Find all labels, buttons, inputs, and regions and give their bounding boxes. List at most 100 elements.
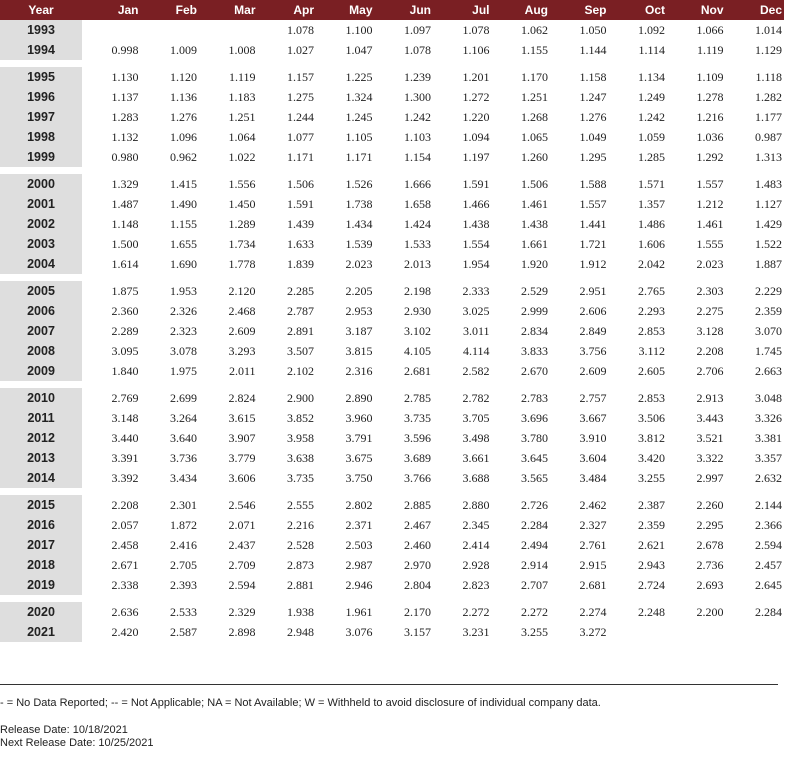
value-cell: 1.539 [345,236,373,251]
value-cell: 1.251 [521,89,548,104]
value-cell: 1.183 [228,89,256,104]
value-cell: 2.329 [228,604,256,619]
value-cell: 3.735 [287,470,314,485]
value-cell: 3.688 [462,470,490,485]
value-cell: 2.229 [755,283,782,298]
spacer-cell [725,381,784,388]
spacer-cell [608,488,667,495]
value-cell: 0.998 [111,42,139,57]
year-cell: 1999 [0,147,82,167]
year-cell: 2011 [0,408,82,428]
value-cell: 2.416 [170,537,197,552]
value-cell: 2.284 [521,517,548,532]
value-cell: 2.274 [579,604,607,619]
value-cell: 3.381 [755,430,782,445]
value-cell: 1.245 [345,109,373,124]
value-cell: 3.521 [696,430,724,445]
year-cell: 2017 [0,535,82,555]
header-row: Year Jan Feb Mar Apr May Jun Jul Aug Sep Oct Nov Dec [0,0,784,20]
value-cell: 1.260 [521,149,548,164]
value-cell: 1.275 [287,89,314,104]
value-cell: 3.756 [579,343,607,358]
month-header-jan: Jan [82,0,141,20]
value-cell: 1.276 [170,109,197,124]
year-cell: 2006 [0,301,82,321]
value-cell: 2.765 [638,283,665,298]
value-cell: 1.225 [345,69,373,84]
value-cell: 2.293 [638,303,665,318]
spacer-cell [491,274,550,281]
month-header-dec: Dec [725,0,784,20]
value-cell: 2.699 [170,390,197,405]
spacer-cell [199,167,258,174]
spacer-cell [667,60,726,67]
value-cell: 1.557 [579,196,607,211]
value-cell: 2.594 [755,537,782,552]
value-cell: 2.757 [579,390,607,405]
table-row: 2015 2.208 2.301 2.546 2.555 2.802 2.885 2.880 2… [0,495,784,515]
table-row: 1995 1.130 1.120 1.119 1.157 1.225 1.239 1.201 1… [0,67,784,87]
value-cell: 1.105 [345,129,373,144]
value-cell: 3.506 [638,410,665,425]
year-cell: 2020 [0,602,82,622]
value-cell: 1.313 [755,149,782,164]
value-cell: 1.975 [170,363,197,378]
value-cell: 1.050 [579,22,607,37]
value-cell: 1.096 [170,129,197,144]
group-spacer [0,274,784,281]
spacer-cell [667,488,726,495]
value-cell: 1.272 [462,89,490,104]
value-cell: 3.326 [755,410,782,425]
value-cell: 2.951 [579,283,607,298]
spacer-cell [491,488,550,495]
spacer-cell [433,488,492,495]
value-cell: 1.487 [111,196,139,211]
year-cell: 2013 [0,448,82,468]
value-cell: 2.999 [521,303,548,318]
value-cell: 1.103 [404,129,431,144]
value-cell: 2.928 [462,557,490,572]
value-cell: 1.554 [462,236,490,251]
value-cell: 2.468 [228,303,256,318]
value-cell: 1.109 [696,69,724,84]
value-cell: 3.907 [228,430,256,445]
value-cell: 0.962 [170,149,197,164]
value-cell: 2.327 [579,517,607,532]
value-cell: 2.458 [111,537,139,552]
value-cell: 2.736 [696,557,724,572]
value-cell: 1.961 [345,604,373,619]
spacer-cell [82,488,141,495]
value-cell [667,622,726,642]
value-cell: 1.132 [111,129,139,144]
value-cell: 2.693 [696,577,724,592]
value-cell: 1.065 [521,129,548,144]
value-cell: 1.571 [638,176,665,191]
month-header-feb: Feb [140,0,199,20]
value-cell: 2.216 [287,517,314,532]
value-cell: 2.295 [696,517,724,532]
value-cell: 3.264 [170,410,197,425]
value-cell: 2.670 [521,363,548,378]
value-cell: 3.025 [462,303,490,318]
value-cell: 3.779 [228,450,256,465]
spacer-cell [140,488,199,495]
year-cell: 2004 [0,254,82,274]
value-cell: 1.954 [462,256,490,271]
value-cell: 2.824 [228,390,256,405]
group-spacer [0,595,784,602]
value-cell: 1.154 [404,149,431,164]
value-cell: 2.248 [638,604,665,619]
table-row: 2013 3.391 3.736 3.779 3.638 3.675 3.689 3.661 3… [0,448,784,468]
value-cell: 2.546 [228,497,256,512]
value-cell: 2.102 [287,363,314,378]
value-cell: 2.260 [696,497,724,512]
table-row: 2014 3.392 3.434 3.606 3.735 3.750 3.766 3.688 3… [0,468,784,488]
value-cell: 3.910 [579,430,607,445]
value-cell: 1.466 [462,196,490,211]
spacer-cell [316,60,375,67]
value-cell [82,20,141,40]
value-cell: 1.077 [287,129,314,144]
value-cell: 1.118 [755,69,782,84]
value-cell: 3.484 [579,470,607,485]
value-cell: 3.750 [345,470,373,485]
